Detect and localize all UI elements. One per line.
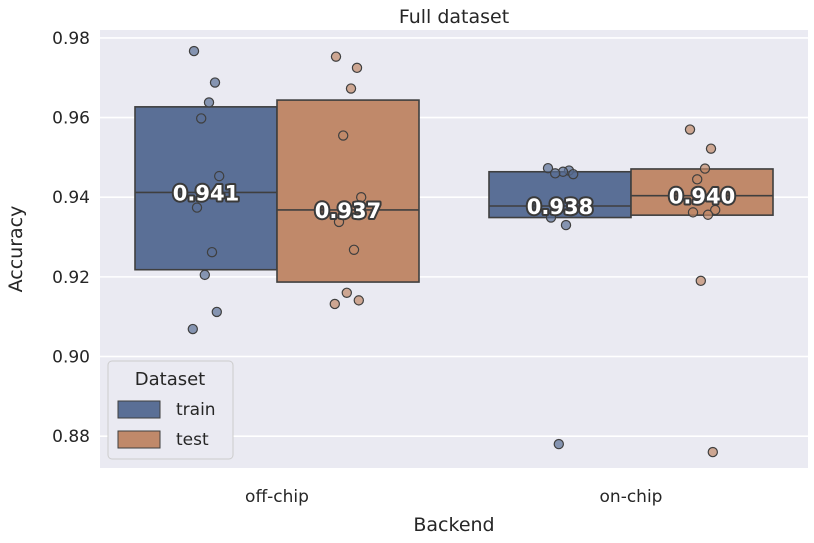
data-point: [560, 219, 572, 231]
box-test-off-chip: [276, 99, 420, 283]
legend-swatch-test: [117, 430, 161, 449]
y-tick-label: 0.96: [52, 109, 90, 129]
y-tick-label: 0.88: [52, 427, 90, 447]
data-point: [542, 162, 554, 174]
data-point: [333, 216, 345, 228]
data-point: [705, 143, 717, 154]
boxes: [134, 99, 774, 283]
data-point: [348, 244, 360, 255]
data-point: [345, 83, 357, 94]
data-point: [550, 168, 561, 179]
data-point: [338, 130, 349, 141]
y-tick-label: 0.94: [52, 188, 90, 208]
median-label: 0.938: [527, 195, 593, 219]
x-tick-label: on-chip: [600, 487, 663, 507]
data-point: [211, 306, 222, 318]
legend: Dataset train test: [107, 360, 234, 460]
data-point: [687, 207, 699, 218]
data-point: [692, 174, 703, 185]
data-point: [351, 62, 363, 74]
data-point: [191, 202, 203, 213]
data-point: [695, 275, 707, 287]
x-tick-label: off-chip: [245, 487, 309, 507]
data-point: [195, 113, 207, 124]
median-labels: 0.941 0.938 0.937 0.940: [171, 179, 737, 225]
data-point: [213, 170, 225, 182]
y-tick-label: 0.98: [52, 29, 90, 49]
legend-title: Dataset: [135, 369, 206, 390]
data-point: [545, 212, 557, 223]
data-point: [356, 192, 367, 203]
data-point: [330, 51, 342, 62]
data-point: [553, 438, 565, 450]
chart-title: Full dataset: [399, 6, 509, 28]
y-tick-label: 0.92: [52, 268, 90, 288]
data-point: [203, 97, 215, 108]
legend-swatch-train: [117, 400, 161, 419]
data-point: [710, 204, 721, 216]
x-axis-ticks: off-chip on-chip: [245, 487, 662, 507]
data-point: [187, 323, 198, 335]
data-point: [702, 209, 714, 220]
data-point: [199, 269, 210, 281]
data-points: [187, 45, 721, 458]
y-tick-label: 0.90: [52, 348, 90, 368]
legend-label-test: test: [176, 430, 209, 450]
data-point: [707, 446, 719, 458]
data-point: [206, 246, 218, 258]
median-label: 0.937: [315, 199, 381, 223]
y-axis-title: Accuracy: [5, 206, 27, 293]
x-axis-title: Backend: [413, 514, 494, 536]
data-point: [209, 77, 221, 88]
legend-label-train: train: [176, 400, 216, 420]
data-point: [341, 287, 352, 298]
data-point: [699, 163, 711, 174]
y-axis-ticks: 0.88 0.90 0.92 0.94 0.96 0.98: [52, 29, 90, 447]
data-point: [568, 168, 579, 180]
data-point: [353, 295, 364, 306]
data-point: [329, 298, 340, 310]
median-label: 0.940: [669, 185, 735, 209]
data-point: [684, 124, 696, 135]
data-point: [188, 45, 200, 57]
median-label: 0.941: [173, 181, 239, 205]
